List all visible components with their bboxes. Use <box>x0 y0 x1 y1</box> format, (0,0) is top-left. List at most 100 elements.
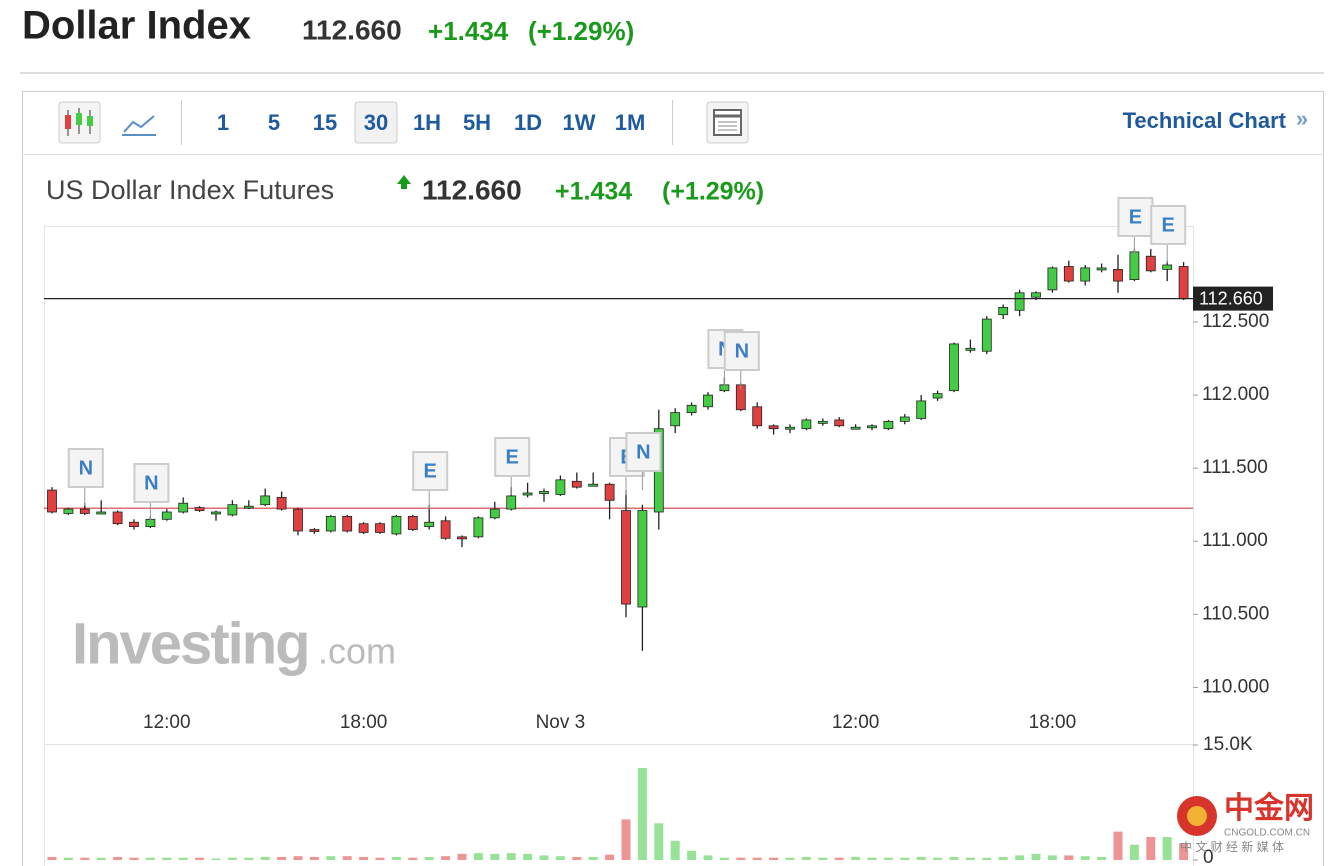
candle-body <box>752 406 763 427</box>
candle-body <box>391 515 402 535</box>
event-label[interactable]: N <box>735 340 749 362</box>
candle-body <box>47 489 57 513</box>
candle-body <box>178 502 189 513</box>
candle-body <box>211 511 221 515</box>
candle-body <box>375 523 385 533</box>
logo-tagline: 中 文 财 经 新 媒 体 <box>1180 839 1284 854</box>
interval-button[interactable]: 15 <box>313 110 337 135</box>
interval-button[interactable]: 1D <box>514 110 542 135</box>
candle-body <box>506 495 517 510</box>
layout-icon-button[interactable] <box>706 101 749 144</box>
candle-body <box>1162 264 1173 270</box>
event-label[interactable]: E <box>1162 214 1175 236</box>
candle-body <box>325 515 336 532</box>
last-price-label: 112.660 <box>1199 288 1263 308</box>
x-tick-label: 12:00 <box>832 712 880 733</box>
candle-body <box>424 521 435 528</box>
candle-body <box>867 425 877 429</box>
sub-price: 112.660 <box>422 174 522 205</box>
candle-body <box>407 515 418 530</box>
chart-frame <box>22 91 1324 866</box>
candle-body <box>243 505 254 509</box>
candle-body <box>588 483 599 487</box>
candle-body <box>670 412 681 427</box>
y-tick-label: 110.000 <box>1202 676 1269 697</box>
interval-button[interactable]: 1M <box>615 110 646 135</box>
interval-button[interactable]: 5 <box>268 110 280 135</box>
event-marker[interactable] <box>412 451 449 491</box>
event-label[interactable]: E <box>1129 206 1142 228</box>
technical-chart-link[interactable]: Technical Chart <box>1123 108 1287 133</box>
x-tick-label: Nov 3 <box>536 712 586 733</box>
candle-body <box>949 343 959 392</box>
interval-button[interactable]: 30 <box>364 110 388 135</box>
event-label[interactable]: N <box>79 457 93 479</box>
interval-button[interactable]: 5H <box>463 110 491 135</box>
interval-selected <box>354 101 398 144</box>
candle-body <box>1145 255 1156 272</box>
event-label[interactable]: E <box>424 460 437 482</box>
candle-body <box>112 511 123 525</box>
interval-button[interactable]: 1H <box>413 110 441 135</box>
interval-button[interactable]: 1 <box>217 110 229 135</box>
event-marker[interactable] <box>625 432 662 472</box>
x-tick-label: 12:00 <box>143 712 191 733</box>
candle-body <box>1080 267 1091 282</box>
chart-title: US Dollar Index Futures <box>46 175 334 205</box>
event-marker[interactable] <box>133 463 170 503</box>
event-marker[interactable] <box>1150 205 1187 245</box>
event-marker[interactable] <box>723 331 760 371</box>
candle-body <box>1129 251 1140 281</box>
event-label[interactable]: N <box>144 472 158 494</box>
volume-tick-label: 15.0K <box>1203 734 1253 755</box>
candle-body <box>998 306 1009 316</box>
event-label[interactable]: N <box>636 441 650 463</box>
candle-body <box>161 511 172 520</box>
candle-body <box>522 492 533 496</box>
event-label[interactable]: E <box>506 446 519 468</box>
candle-body <box>899 416 910 422</box>
candle-body <box>571 480 582 488</box>
plot: 110.000 110.500 111.000 111.500 112.000 112.5… <box>44 197 1273 866</box>
candle-body <box>916 400 927 419</box>
candle-body <box>817 420 828 424</box>
candle-body <box>801 419 812 430</box>
candle-body <box>96 511 107 515</box>
candle-body <box>1178 266 1189 300</box>
candle-body <box>129 521 139 528</box>
candle-body <box>342 515 353 532</box>
candle-body <box>768 425 779 430</box>
y-tick-label: 111.500 <box>1202 457 1268 478</box>
candle-body <box>473 517 484 538</box>
candle-body <box>785 426 795 430</box>
line-icon-button[interactable] <box>122 115 156 136</box>
y-tick-label: 110.500 <box>1202 603 1269 624</box>
candle-body <box>63 508 74 514</box>
candle-body <box>489 508 500 519</box>
separator <box>20 72 1324 74</box>
volume-tick-label: 0 <box>1203 847 1214 866</box>
header-change: +1.434 <box>428 16 509 46</box>
x-tick-label: 18:00 <box>1029 712 1077 733</box>
candle-body <box>1063 266 1074 282</box>
candle-body <box>457 536 467 540</box>
candle-body <box>834 419 845 427</box>
event-marker[interactable] <box>67 448 104 488</box>
interval-button[interactable]: 1W <box>563 110 596 135</box>
candle-icon-button[interactable] <box>58 101 101 144</box>
y-tick-label: 112.500 <box>1202 311 1269 332</box>
candle-body <box>358 523 369 533</box>
event-marker[interactable] <box>1117 197 1154 237</box>
candle-body <box>79 508 90 514</box>
event-marker[interactable] <box>494 437 531 477</box>
link-arrow[interactable]: » <box>1296 106 1308 131</box>
candle-body <box>932 393 943 399</box>
y-tick-label: 111.000 <box>1202 530 1268 551</box>
watermark-brand: Investing <box>72 611 309 676</box>
candle-body <box>883 420 894 430</box>
candle-body <box>1014 292 1025 311</box>
candle-body <box>1031 292 1041 298</box>
candle-body <box>276 496 287 510</box>
